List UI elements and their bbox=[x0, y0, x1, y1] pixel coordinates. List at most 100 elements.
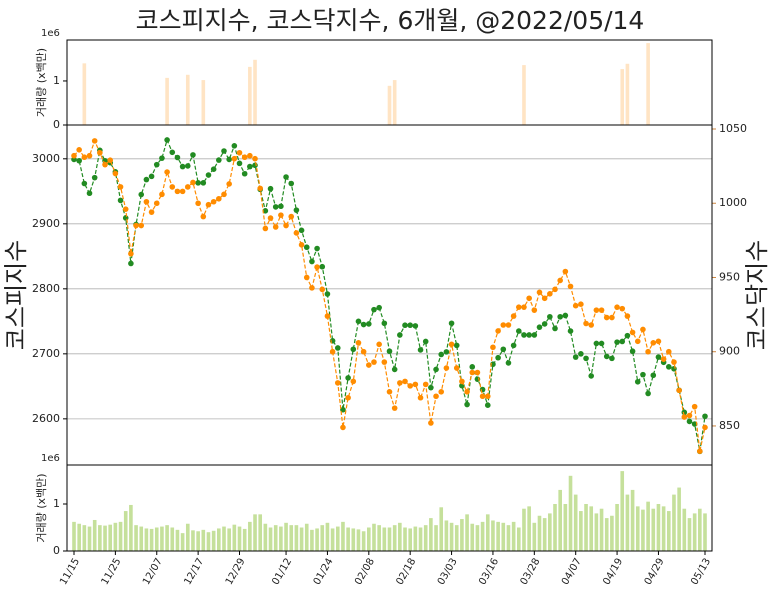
plot-frame bbox=[66, 124, 713, 466]
volume-bar bbox=[253, 59, 257, 126]
volume-bar bbox=[367, 527, 371, 551]
series-point bbox=[71, 152, 77, 159]
series-point bbox=[231, 143, 238, 149]
y-tick-label: 2800 bbox=[32, 282, 60, 295]
series-point bbox=[272, 224, 279, 230]
volume-bar bbox=[113, 522, 118, 551]
volume-bar bbox=[677, 487, 681, 551]
series-point bbox=[443, 349, 450, 355]
volume-bar bbox=[418, 527, 423, 551]
series-point bbox=[231, 155, 238, 162]
series-point bbox=[200, 180, 207, 186]
series-point bbox=[505, 322, 512, 328]
series-point bbox=[122, 215, 129, 221]
series-point bbox=[298, 227, 305, 234]
volume-bar bbox=[470, 523, 475, 551]
series-point bbox=[417, 347, 424, 353]
series-point bbox=[138, 191, 145, 198]
series-point bbox=[681, 414, 688, 420]
series-point bbox=[438, 389, 445, 395]
series-point bbox=[598, 307, 605, 313]
offset-label: 1e6 bbox=[41, 453, 60, 464]
volume-bar bbox=[661, 506, 666, 551]
volume-bar bbox=[465, 514, 469, 551]
series-point bbox=[634, 378, 641, 385]
volume-bar bbox=[268, 527, 273, 551]
volume-bar bbox=[341, 521, 345, 551]
series-point bbox=[153, 161, 160, 168]
volume-bar bbox=[558, 489, 562, 551]
volume-bar bbox=[123, 511, 128, 551]
series-point bbox=[609, 355, 615, 362]
y-tick-label: 2900 bbox=[32, 217, 60, 230]
y-axis-label: 코스피지수 bbox=[2, 240, 30, 350]
volume-bar bbox=[82, 63, 87, 125]
series-point bbox=[572, 354, 579, 360]
series-point bbox=[381, 359, 388, 365]
volume-bar bbox=[310, 529, 314, 551]
series-point bbox=[655, 338, 662, 345]
series-point bbox=[397, 380, 403, 386]
volume-bar bbox=[398, 522, 402, 551]
series-point bbox=[350, 346, 357, 353]
series-point bbox=[241, 170, 248, 177]
series-point bbox=[278, 203, 284, 210]
volume-bar bbox=[118, 521, 123, 551]
series-point bbox=[200, 213, 207, 220]
volume-bar bbox=[196, 531, 200, 551]
series-point bbox=[671, 359, 677, 365]
series-point bbox=[376, 304, 382, 311]
series-point bbox=[603, 353, 610, 360]
series-point bbox=[645, 390, 651, 397]
series-point bbox=[303, 274, 310, 281]
volume-bar bbox=[563, 504, 568, 551]
series-point bbox=[484, 393, 491, 400]
series-point bbox=[521, 332, 527, 338]
volume-bar bbox=[480, 521, 485, 551]
y2-tick-label: 900 bbox=[719, 345, 740, 358]
volume-bar bbox=[217, 528, 221, 551]
volume-bar bbox=[211, 530, 216, 551]
series-point bbox=[355, 340, 362, 346]
series-point bbox=[469, 369, 476, 376]
series-point bbox=[650, 372, 657, 379]
volume-bar bbox=[511, 521, 516, 551]
series-point bbox=[190, 179, 196, 186]
series-point bbox=[686, 412, 693, 419]
series-point bbox=[164, 137, 170, 143]
x-tick-label: 02/08 bbox=[353, 557, 377, 587]
series-point bbox=[86, 152, 93, 159]
series-point bbox=[283, 174, 289, 180]
volume-bar bbox=[299, 527, 304, 551]
series-point bbox=[81, 154, 88, 161]
series-point bbox=[402, 322, 408, 329]
series-point bbox=[252, 162, 258, 169]
series-point bbox=[453, 365, 460, 371]
series-point bbox=[288, 213, 295, 220]
volume-bar bbox=[682, 508, 687, 551]
volume-bar bbox=[692, 513, 697, 551]
volume-bar bbox=[548, 513, 552, 551]
series-point bbox=[495, 354, 501, 361]
volume-bar bbox=[444, 520, 449, 551]
series-point bbox=[603, 314, 610, 321]
volume-bar bbox=[454, 525, 459, 551]
volume-bar bbox=[372, 523, 376, 551]
series-line bbox=[73, 138, 706, 452]
series-point bbox=[236, 149, 243, 156]
volume-bar bbox=[568, 475, 573, 551]
series-point bbox=[76, 157, 82, 164]
series-point bbox=[355, 318, 362, 325]
series-point bbox=[443, 365, 450, 371]
series-point bbox=[210, 198, 217, 205]
y-tick-label: 0 bbox=[53, 544, 60, 557]
series-point bbox=[314, 245, 320, 252]
series-point bbox=[397, 332, 403, 338]
volume-bar bbox=[392, 80, 397, 125]
volume-bar bbox=[403, 527, 407, 551]
volume-bar bbox=[232, 524, 237, 551]
series-point bbox=[324, 291, 331, 297]
volume-bar bbox=[651, 508, 656, 551]
volume-bar bbox=[108, 524, 113, 551]
